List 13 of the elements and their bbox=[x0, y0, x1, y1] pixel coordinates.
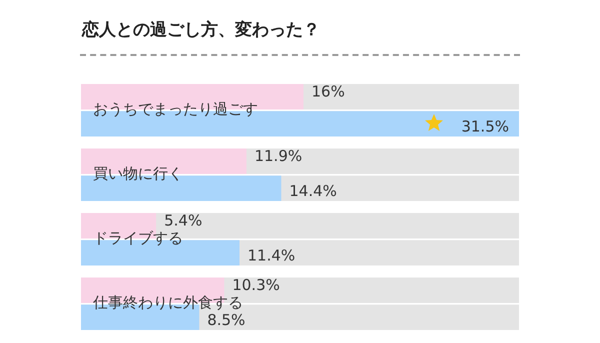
y-tick-label: 仕事終わりに外食する bbox=[92, 294, 243, 312]
data-label: 8.5% bbox=[207, 311, 246, 330]
data-label: 11.4% bbox=[248, 246, 296, 265]
y-tick-label: ドライブする bbox=[93, 229, 183, 248]
chart-title: 恋人との過ごし方、変わった？ bbox=[82, 19, 320, 41]
data-label: 10.3% bbox=[232, 276, 280, 294]
y-tick-label: 買い物に行く bbox=[93, 164, 183, 183]
data-label: 31.5% bbox=[461, 118, 509, 136]
data-label: 16% bbox=[311, 82, 345, 101]
data-label: 5.4% bbox=[164, 212, 202, 230]
data-label: 14.4% bbox=[289, 182, 337, 200]
data-label: 11.9% bbox=[254, 147, 302, 166]
y-tick-label: おうちでまったり過ごす bbox=[93, 100, 258, 118]
